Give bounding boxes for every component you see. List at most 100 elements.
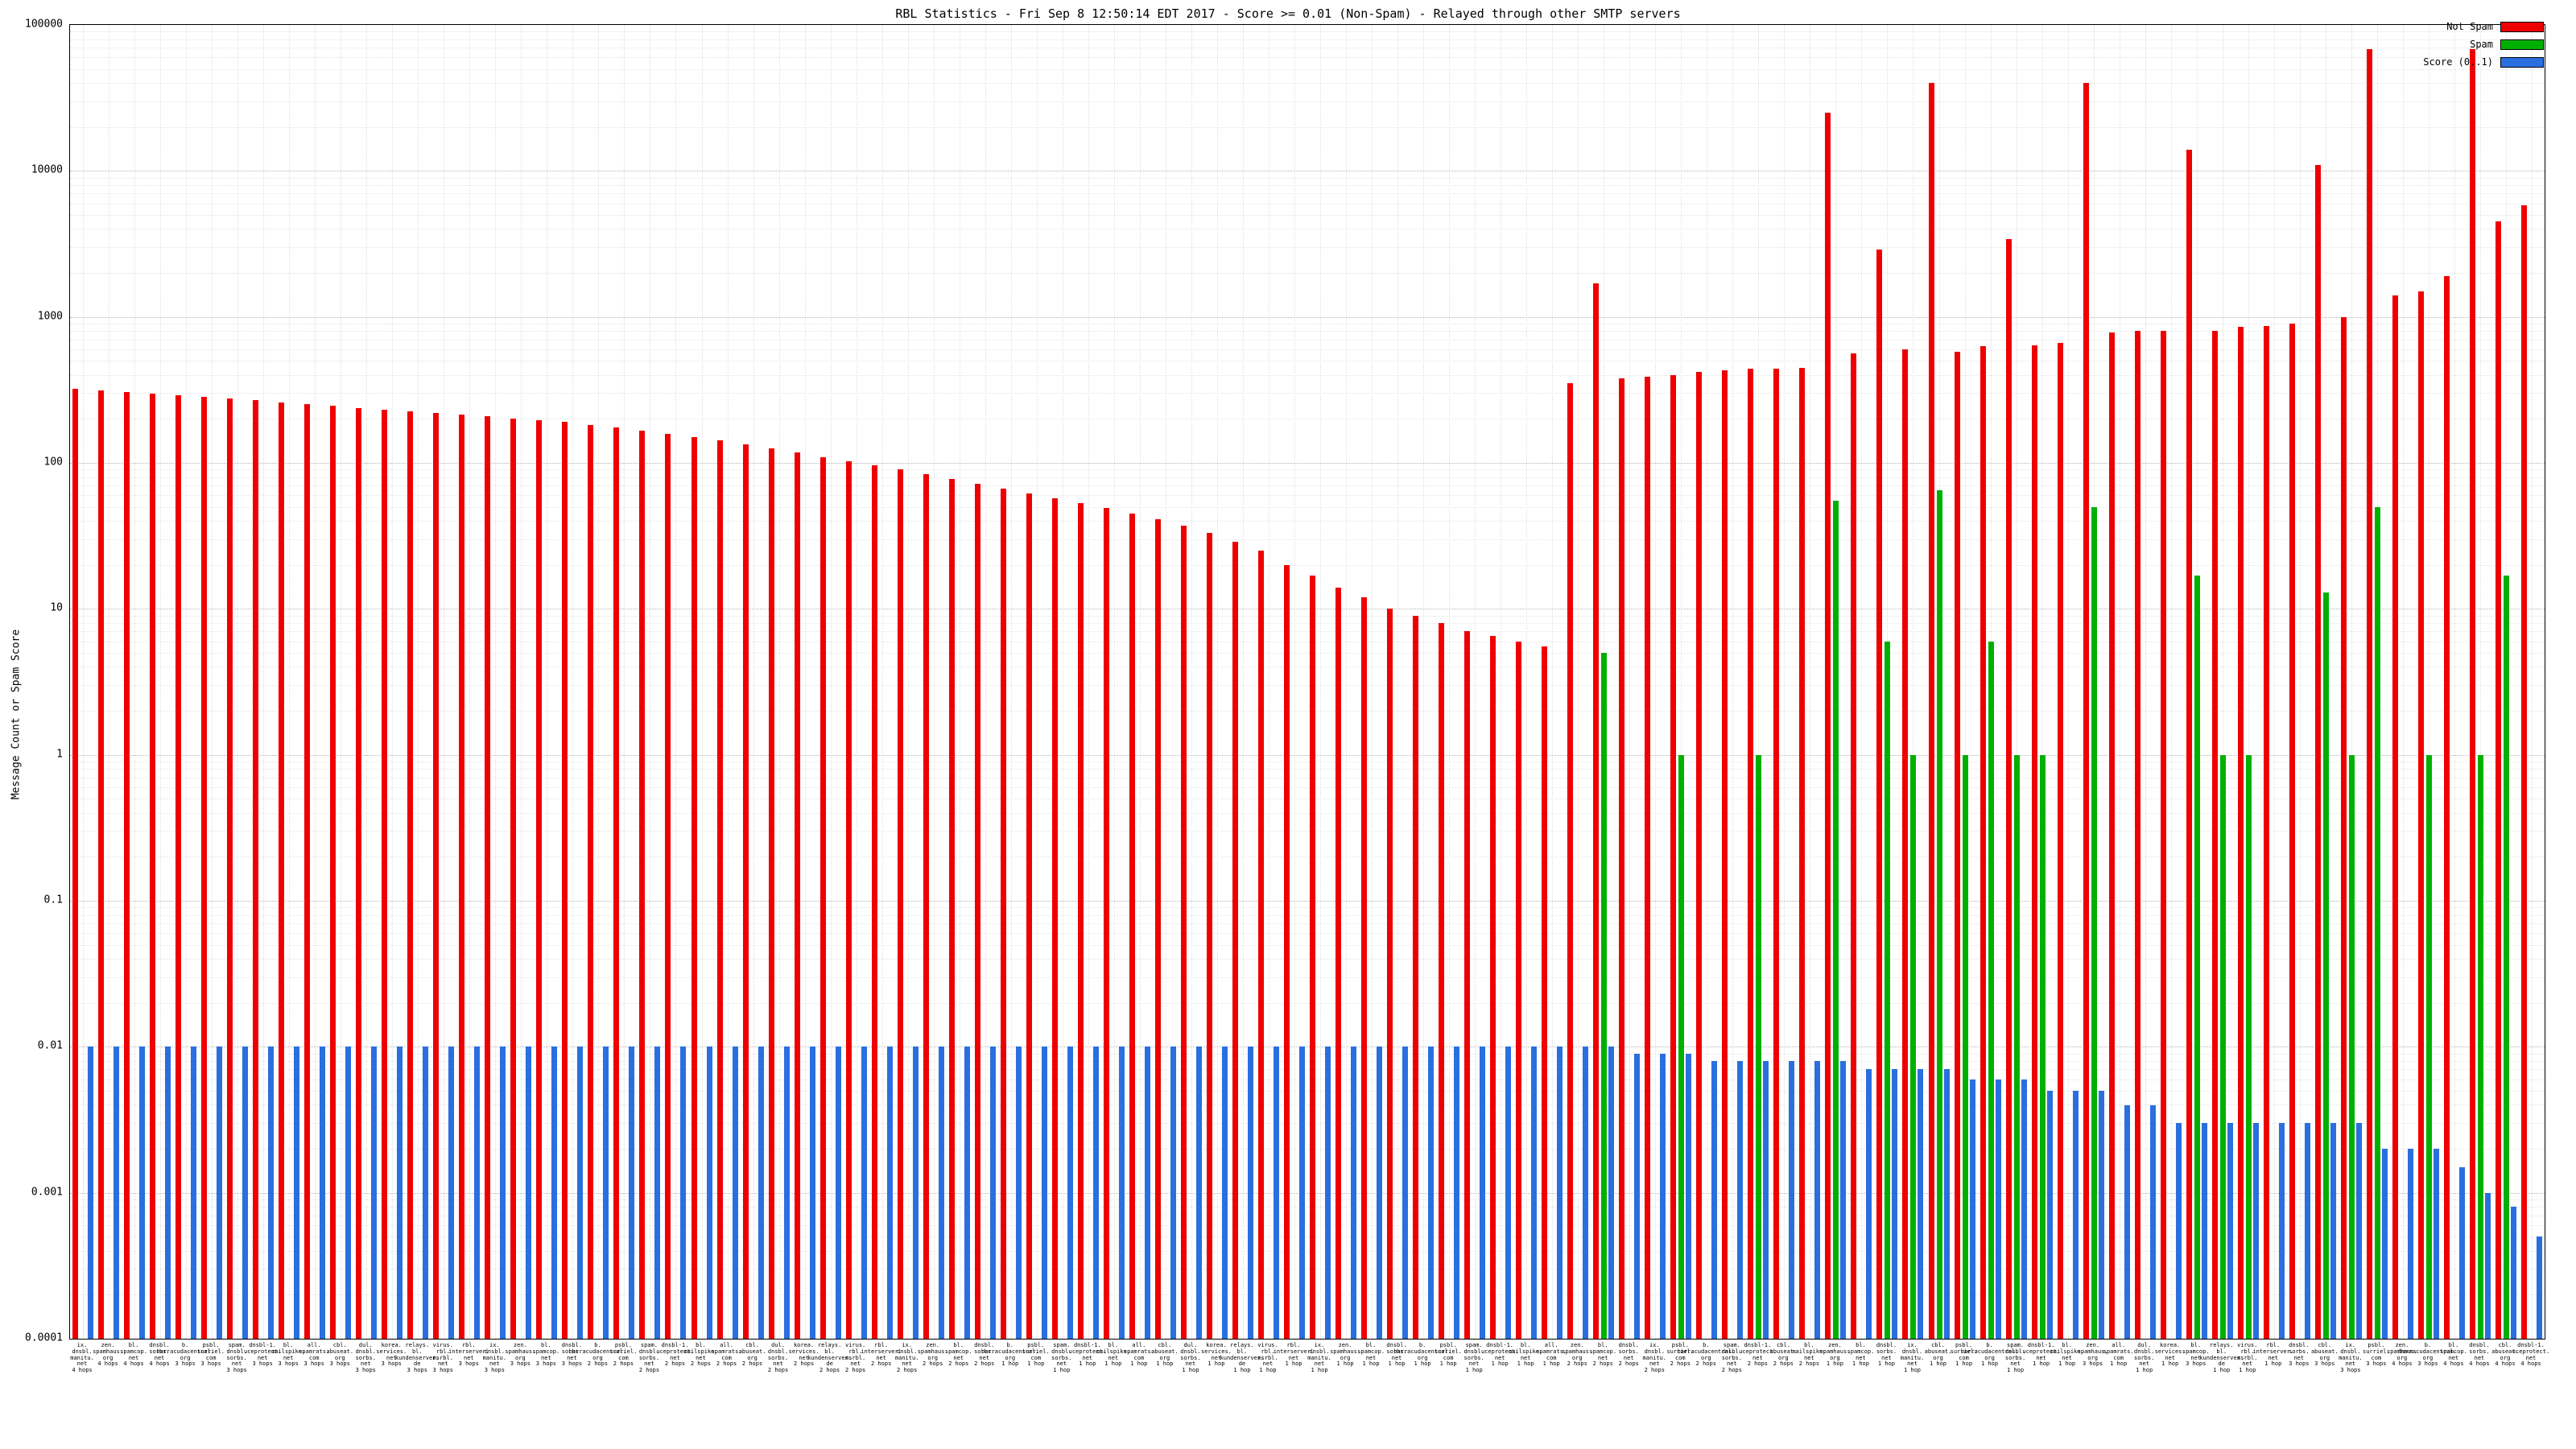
bar-score-0-1 bbox=[1505, 1046, 1512, 1339]
x-gridline bbox=[186, 25, 188, 1339]
bar-not-spam bbox=[639, 431, 646, 1339]
x-tick-label: dul. dnsbl. sorbs. net 1 hop bbox=[1180, 1342, 1201, 1374]
bar-not-spam bbox=[72, 389, 78, 1339]
bar-score-0-1 bbox=[2021, 1079, 2027, 1339]
x-gridline bbox=[985, 25, 986, 1339]
bar-not-spam bbox=[1722, 370, 1728, 1339]
y-minor-gridline bbox=[70, 214, 2545, 216]
bar-score-0-1 bbox=[1969, 1079, 1975, 1339]
y-minor-gridline bbox=[70, 944, 2545, 946]
y-tick-label: 0.1 bbox=[43, 894, 63, 906]
x-tick-label: ix. dnsbl. manitu. net 4 hops bbox=[70, 1342, 94, 1374]
x-gridline bbox=[1036, 25, 1038, 1339]
bar-score-0-1 bbox=[139, 1046, 146, 1339]
x-gridline bbox=[1732, 25, 1734, 1339]
y-minor-gridline bbox=[70, 622, 2545, 624]
y-minor-gridline bbox=[70, 786, 2545, 788]
bar-score-0-1 bbox=[320, 1046, 326, 1339]
bar-score-0-1 bbox=[294, 1046, 300, 1339]
bar-spam bbox=[1988, 641, 1994, 1339]
bar-not-spam bbox=[1516, 641, 1522, 1339]
bar-not-spam bbox=[227, 398, 233, 1339]
bar-score-0-1 bbox=[1711, 1060, 1718, 1339]
bar-score-0-1 bbox=[1351, 1046, 1357, 1339]
bar-score-0-1 bbox=[1454, 1046, 1460, 1339]
bar-score-0-1 bbox=[1531, 1046, 1538, 1339]
x-tick-label: all. spamrats. com 2 hops bbox=[711, 1342, 742, 1368]
y-gridline bbox=[70, 901, 2545, 902]
bar-score-0-1 bbox=[2046, 1090, 2053, 1339]
bar-not-spam bbox=[1825, 113, 1831, 1339]
bar-score-0-1 bbox=[1583, 1046, 1589, 1339]
bar-not-spam bbox=[2263, 325, 2269, 1339]
y-minor-gridline bbox=[70, 1236, 2545, 1238]
bar-not-spam bbox=[1490, 636, 1496, 1339]
bar-score-0-1 bbox=[2278, 1123, 2285, 1339]
bar-spam bbox=[2219, 754, 2226, 1339]
y-minor-gridline bbox=[70, 495, 2545, 497]
y-axis: 0.0001 0.001 0.01 0.1 1 10 100 1000 10000 100000 bbox=[0, 0, 66, 1449]
bar-score-0-1 bbox=[474, 1046, 481, 1339]
legend-item-not-spam: Not Spam bbox=[2423, 18, 2544, 35]
x-gridline bbox=[1242, 25, 1244, 1339]
bar-not-spam bbox=[2289, 323, 2295, 1339]
bar-not-spam bbox=[923, 473, 929, 1339]
bar-not-spam bbox=[459, 415, 465, 1339]
bar-score-0-1 bbox=[706, 1046, 712, 1339]
x-gridline bbox=[701, 25, 703, 1339]
x-tick-label: ix. dnsbl. manitu. net 1 hop bbox=[1900, 1342, 1925, 1374]
bar-not-spam bbox=[2469, 49, 2475, 1339]
x-tick-label: ix. dnsbl. manitu. net 1 hop bbox=[1307, 1342, 1331, 1374]
x-gridline bbox=[598, 25, 600, 1339]
bar-score-0-1 bbox=[861, 1046, 867, 1339]
bar-not-spam bbox=[613, 427, 620, 1339]
bar-score-0-1 bbox=[1170, 1046, 1176, 1339]
bar-score-0-1 bbox=[783, 1046, 790, 1339]
x-gridline bbox=[933, 25, 935, 1339]
bar-score-0-1 bbox=[217, 1046, 223, 1339]
x-tick-label: rbl. interserver. net 3 hops bbox=[448, 1342, 489, 1368]
x-gridline bbox=[1681, 25, 1682, 1339]
x-tick-label: relays. bl. kundenserver. de 3 hops bbox=[394, 1342, 440, 1374]
x-gridline bbox=[2454, 25, 2455, 1339]
x-tick-label: ix. dnsbl. manitu. net 2 hops bbox=[894, 1342, 919, 1374]
x-tick-label: virus. rbl. msrbl. net 1 hop bbox=[1257, 1342, 1278, 1374]
bar-spam bbox=[2374, 506, 2380, 1339]
x-tick-label: dul. dnsbl. sorbs. net 3 hops bbox=[355, 1342, 376, 1374]
y-minor-gridline bbox=[70, 101, 2545, 102]
y-gridline bbox=[70, 1192, 2545, 1194]
y-minor-gridline bbox=[70, 1250, 2545, 1252]
bar-score-0-1 bbox=[1092, 1046, 1099, 1339]
x-tick-label: zen. spamhaus. org 4 hops bbox=[2386, 1342, 2417, 1368]
y-minor-gridline bbox=[70, 539, 2545, 540]
x-gridline bbox=[2273, 25, 2275, 1339]
bar-score-0-1 bbox=[964, 1046, 970, 1339]
bar-spam bbox=[1936, 489, 1942, 1339]
x-tick-label: b. barracudacentral. org 3 hops bbox=[2399, 1342, 2457, 1368]
bar-score-0-1 bbox=[577, 1046, 584, 1339]
x-tick-label: bl. spamcop. net 1 hop bbox=[1847, 1342, 1875, 1368]
bar-score-0-1 bbox=[1195, 1046, 1202, 1339]
bar-score-0-1 bbox=[2510, 1207, 2516, 1339]
x-tick-label: all. spamrats. com 1 hop bbox=[1536, 1342, 1567, 1368]
x-tick-label: korea. services. net 3 hops bbox=[376, 1342, 407, 1368]
x-gridline bbox=[315, 25, 316, 1339]
bar-score-0-1 bbox=[1144, 1046, 1150, 1339]
x-tick-label: bl. mailspike. net 2 hops bbox=[683, 1342, 718, 1368]
x-gridline bbox=[1964, 25, 1966, 1339]
bar-score-0-1 bbox=[912, 1046, 919, 1339]
bar-spam bbox=[2477, 754, 2483, 1339]
x-tick-label: cbl. abuseat. org 2 hops bbox=[1769, 1342, 1798, 1368]
y-minor-gridline bbox=[70, 923, 2545, 925]
bar-spam bbox=[1910, 754, 1917, 1339]
x-gridline bbox=[675, 25, 677, 1339]
bar-score-0-1 bbox=[2252, 1123, 2259, 1339]
bar-not-spam bbox=[897, 469, 903, 1339]
x-gridline bbox=[830, 25, 832, 1339]
y-minor-gridline bbox=[70, 83, 2545, 85]
bar-score-0-1 bbox=[1402, 1046, 1409, 1339]
bar-score-0-1 bbox=[88, 1046, 93, 1339]
bar-not-spam bbox=[2366, 49, 2372, 1339]
bar-score-0-1 bbox=[2201, 1123, 2207, 1339]
x-tick-label: cbl. abuseat. org 2 hops bbox=[738, 1342, 766, 1368]
